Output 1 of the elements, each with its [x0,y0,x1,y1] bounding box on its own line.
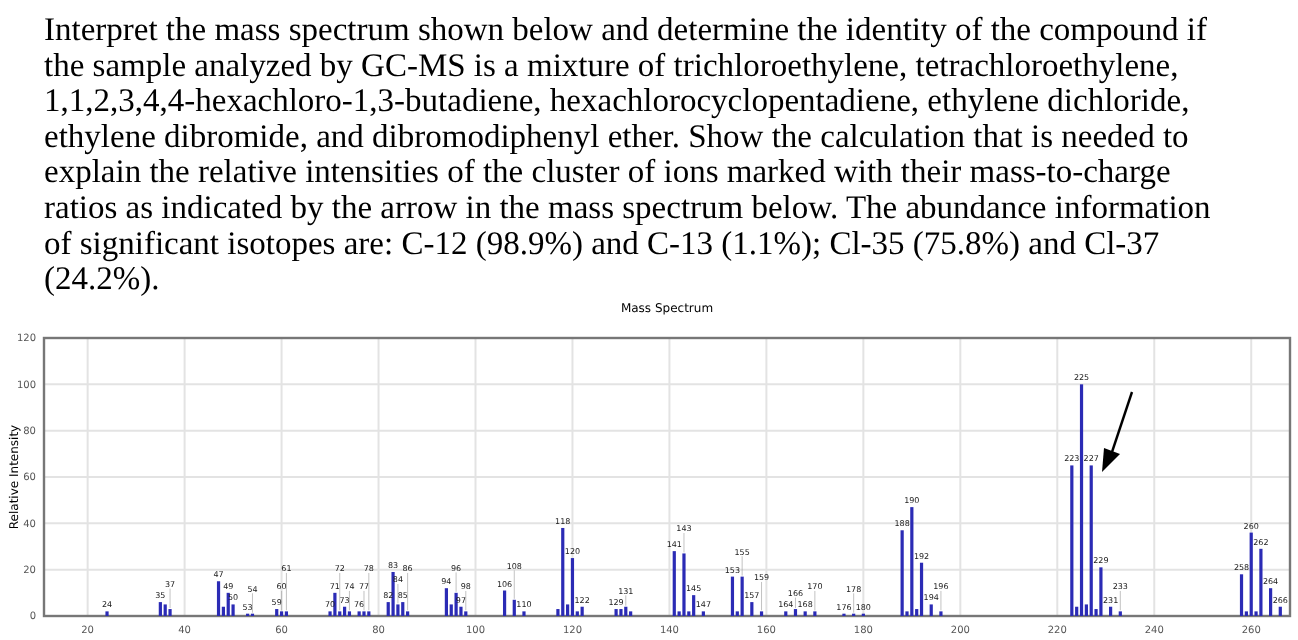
text: Interpret the mass spectrum shown below and determine the identity of the compound if the sample analyzed by GC-MS is a mixture of trichloroethylene, tetrachloroethylene, 1,1,2,3,4,4-hexachloro-1,3-butadiene, hexachlorocyclopentadiene, ethylene dichloride, ethylene dibromide, and dibromodiphenyl ether. Show the calculation that is needed to explain the relative intensities of the cluster of ions marked with their mass-to-charge ratios as indicated by the arrow in the mass spectrum below. The abundance information of significant isotopes are: C-12 (98.9%) and C-13 (1.1%); Cl-35 (75.8%) and Cl-37 (24.2%). [44,10,1211,298]
